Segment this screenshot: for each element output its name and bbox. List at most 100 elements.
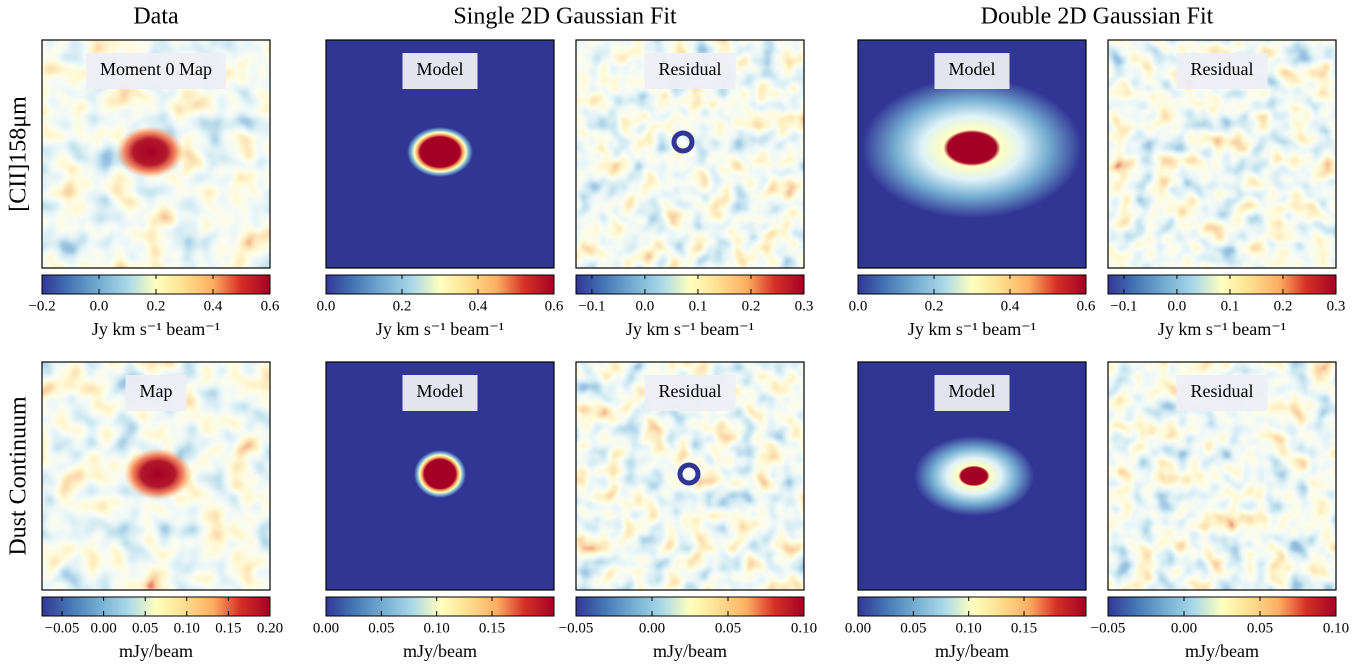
- colorbar-tick-label: −0.05: [559, 620, 594, 636]
- panel-frame: [41, 39, 271, 269]
- panel-label-box: [1176, 375, 1268, 411]
- panel-label: Model: [417, 381, 464, 401]
- colorbar-tick-label: 0.00: [313, 620, 339, 636]
- colorbar: [325, 596, 555, 617]
- source: [116, 126, 184, 178]
- panel-label-box: [402, 53, 478, 89]
- panel-frame: [575, 361, 805, 591]
- colorbar-tick-label: −0.05: [1091, 620, 1126, 636]
- colorbar-tick-label: 0.3: [1327, 298, 1346, 314]
- panel-frame: [1107, 39, 1337, 269]
- panel-label-box: [125, 375, 187, 411]
- residual-ring: [671, 130, 695, 154]
- colorbar-tick-label: 0.3: [795, 298, 814, 314]
- colorbar-tick-label: 0.15: [1011, 620, 1037, 636]
- colorbar-tick-label: −0.1: [1110, 298, 1137, 314]
- colorbar-label: Jy km s⁻¹ beam⁻¹: [92, 319, 220, 339]
- residual-ring: [677, 462, 701, 486]
- colorbar-tick-label: 0.0: [317, 298, 336, 314]
- panel-frame: [857, 39, 1087, 269]
- colorbar-label: mJy/beam: [653, 641, 727, 661]
- colorbar: [575, 274, 805, 295]
- colorbar-tick-label: 0.2: [147, 298, 166, 314]
- column-header: Double 2D Gaussian Fit: [981, 4, 1214, 30]
- colorbar-tick-label: 0.2: [925, 298, 944, 314]
- colorbar-tick-label: 0.10: [956, 620, 982, 636]
- colorbar-tick-label: 0.10: [1323, 620, 1349, 636]
- model-source: [407, 127, 473, 177]
- panel-label: Residual: [659, 59, 722, 79]
- colorbar-tick-label: 0.4: [1001, 298, 1020, 314]
- colorbar-tick-label: 0.05: [900, 620, 926, 636]
- colorbar-label: Jy km s⁻¹ beam⁻¹: [626, 319, 754, 339]
- panel-label-box: [934, 375, 1010, 411]
- panel-label-box: [1176, 53, 1268, 89]
- panel-label: Moment 0 Map: [100, 59, 212, 79]
- panel-frame: [325, 39, 555, 269]
- colorbar-tick-label: 0.05: [715, 620, 741, 636]
- colorbar-tick-label: −0.1: [578, 298, 605, 314]
- panel-label-box: [934, 53, 1010, 89]
- colorbar-tick-label: 0.15: [215, 620, 241, 636]
- panel-frame: [857, 361, 1087, 591]
- colorbar-tick-label: 0.05: [368, 620, 394, 636]
- panel-frame: [325, 361, 555, 591]
- panel-frame: [1107, 361, 1337, 591]
- colorbar-tick-label: 0.0: [849, 298, 868, 314]
- panel-label-box: [644, 53, 736, 89]
- colorbar-tick-label: 0.6: [261, 298, 280, 314]
- residual-core: [680, 139, 686, 145]
- row-label: Dust Continuum: [6, 396, 32, 556]
- colorbar: [575, 596, 805, 617]
- panel-label: Residual: [1191, 381, 1254, 401]
- model-source: [414, 450, 466, 498]
- colorbar-tick-label: 0.15: [479, 620, 505, 636]
- colorbar: [857, 274, 1087, 295]
- colorbar-label: Jy km s⁻¹ beam⁻¹: [376, 319, 504, 339]
- panel-label-box: [86, 53, 226, 89]
- residual-core: [686, 471, 692, 477]
- colorbar-label: mJy/beam: [403, 641, 477, 661]
- colorbar-tick-label: 0.0: [636, 298, 655, 314]
- panel-label: Model: [949, 381, 996, 401]
- colorbar-tick-label: 0.2: [742, 298, 761, 314]
- colorbar-tick-label: 0.6: [545, 298, 564, 314]
- colorbar-tick-label: 0.10: [174, 620, 200, 636]
- panel-label: Residual: [659, 381, 722, 401]
- colorbar-tick-label: 0.00: [90, 620, 116, 636]
- colorbar: [1107, 596, 1337, 617]
- colorbar-tick-label: 0.2: [393, 298, 412, 314]
- panel-frame: [575, 39, 805, 269]
- colorbar-tick-label: 0.0: [1168, 298, 1187, 314]
- colorbar: [325, 274, 555, 295]
- colorbar-tick-label: 0.6: [1077, 298, 1096, 314]
- panel-frame: [41, 361, 271, 591]
- source: [124, 448, 192, 500]
- colorbar: [41, 596, 271, 617]
- colorbar: [857, 596, 1087, 617]
- colorbar-label: mJy/beam: [119, 641, 193, 661]
- colorbar-tick-label: 0.10: [791, 620, 817, 636]
- colorbar-label: Jy km s⁻¹ beam⁻¹: [908, 319, 1036, 339]
- colorbar-tick-label: 0.00: [845, 620, 871, 636]
- colorbar-tick-label: 0.2: [1274, 298, 1293, 314]
- colorbar-tick-label: 0.0: [90, 298, 109, 314]
- colorbar-tick-label: 0.00: [639, 620, 665, 636]
- panel-label: Residual: [1191, 59, 1254, 79]
- panel-label-box: [644, 375, 736, 411]
- colorbar-tick-label: 0.1: [689, 298, 708, 314]
- colorbar: [1107, 274, 1337, 295]
- row-label: [CII]158μm: [6, 96, 32, 212]
- colorbar-tick-label: −0.05: [45, 620, 80, 636]
- panel-label-box: [402, 375, 478, 411]
- model-source: [862, 78, 1082, 218]
- column-header: Single 2D Gaussian Fit: [453, 4, 677, 30]
- colorbar-tick-label: 0.20: [257, 620, 283, 636]
- colorbar-tick-label: 0.4: [469, 298, 488, 314]
- colorbar-label: Jy km s⁻¹ beam⁻¹: [1158, 319, 1286, 339]
- panel-label: Model: [417, 59, 464, 79]
- panel-label: Map: [140, 381, 173, 401]
- colorbar-label: mJy/beam: [935, 641, 1009, 661]
- colorbar-tick-label: −0.2: [28, 298, 55, 314]
